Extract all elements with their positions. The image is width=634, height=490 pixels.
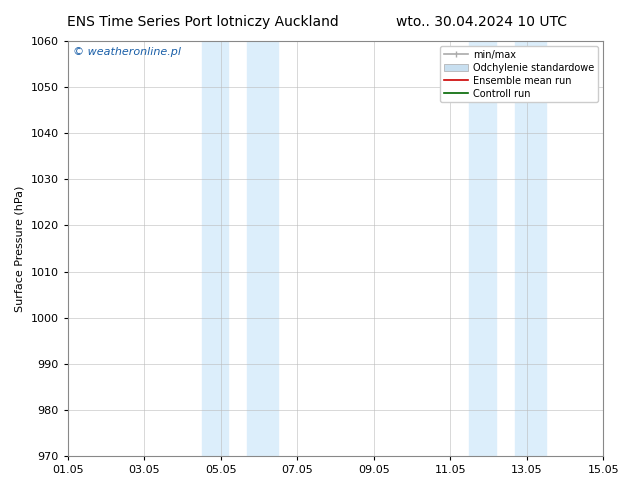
Y-axis label: Surface Pressure (hPa): Surface Pressure (hPa): [15, 185, 25, 312]
Bar: [515, 41, 546, 456]
Text: ENS Time Series Port lotniczy Auckland: ENS Time Series Port lotniczy Auckland: [67, 15, 339, 29]
Text: wto.. 30.04.2024 10 UTC: wto.. 30.04.2024 10 UTC: [396, 15, 567, 29]
Bar: [469, 41, 496, 456]
Legend: min/max, Odchylenie standardowe, Ensemble mean run, Controll run: min/max, Odchylenie standardowe, Ensembl…: [440, 46, 598, 102]
Bar: [202, 41, 228, 456]
Bar: [247, 41, 278, 456]
Text: © weatheronline.pl: © weatheronline.pl: [73, 47, 181, 57]
